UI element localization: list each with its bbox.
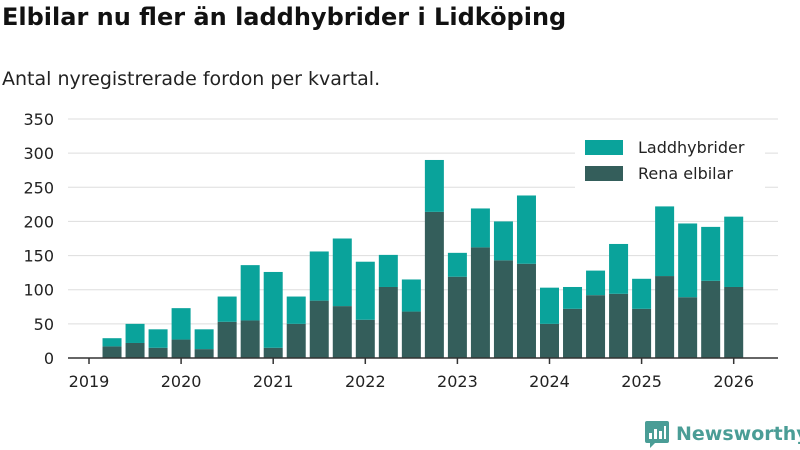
bar-laddhybrider <box>217 296 237 322</box>
bar-rena-elbilar <box>724 286 744 358</box>
bar-laddhybrider <box>263 271 283 348</box>
x-axis-tick-labels: 2019 2020 2021 2022 2023 2024 2025 2026 <box>69 372 754 391</box>
x-tick-label: 2024 <box>529 372 570 391</box>
bar-laddhybrider <box>286 296 306 324</box>
bar-rena-elbilar <box>102 346 122 358</box>
bar-rena-elbilar <box>332 306 352 358</box>
bar-laddhybrider <box>609 243 629 294</box>
bar-rena-elbilar <box>678 297 698 358</box>
x-tick-label: 2020 <box>161 372 202 391</box>
bar-rena-elbilar <box>378 286 398 358</box>
bar-rena-elbilar <box>470 247 490 358</box>
bar-laddhybrider <box>586 270 606 296</box>
brand-name: Newsworthy <box>676 423 800 445</box>
bar-laddhybrider <box>125 323 145 343</box>
bar-laddhybrider <box>194 329 214 350</box>
y-tick-label: 150 <box>23 247 54 266</box>
bar-laddhybrider <box>493 221 513 261</box>
bar-rena-elbilar <box>586 295 606 358</box>
bar-laddhybrider <box>148 329 168 348</box>
bar-rena-elbilar <box>217 321 237 358</box>
y-tick-label: 100 <box>23 281 54 300</box>
bar-laddhybrider <box>678 223 698 298</box>
bar-rena-elbilar <box>493 260 513 358</box>
bar-rena-elbilar <box>424 211 444 358</box>
bar-laddhybrider <box>240 265 260 321</box>
x-tick-label: 2019 <box>69 372 110 391</box>
bar-rena-elbilar <box>240 320 260 358</box>
bar-rena-elbilar <box>401 311 421 358</box>
bar-laddhybrider <box>470 208 490 248</box>
bar-rena-elbilar <box>563 308 583 358</box>
x-tick-label: 2021 <box>253 372 294 391</box>
bar-rena-elbilar <box>263 347 283 358</box>
legend-label: Rena elbilar <box>638 164 733 183</box>
bar-laddhybrider <box>632 278 652 309</box>
x-tick-label: 2023 <box>437 372 478 391</box>
chart-subtitle: Antal nyregistrerade fordon per kvartal. <box>2 68 381 90</box>
bar-laddhybrider <box>171 308 191 340</box>
bar-rena-elbilar <box>609 293 629 358</box>
bar-rena-elbilar <box>125 342 145 358</box>
bar-laddhybrider <box>102 338 122 347</box>
bar-rena-elbilar <box>148 347 168 358</box>
bar-laddhybrider <box>332 238 352 307</box>
bar-laddhybrider <box>355 261 375 320</box>
bar-laddhybrider <box>701 226 721 281</box>
bar-laddhybrider <box>401 279 421 312</box>
bar-laddhybrider <box>424 159 444 212</box>
bar-rena-elbilar <box>355 319 375 358</box>
bar-rena-elbilar <box>632 308 652 358</box>
legend: Laddhybrider Rena elbilar <box>575 132 765 190</box>
y-tick-label: 300 <box>23 144 54 163</box>
x-tick-label: 2025 <box>621 372 662 391</box>
x-tick-label: 2026 <box>713 372 754 391</box>
bar-rena-elbilar <box>655 276 675 358</box>
legend-swatch <box>585 140 623 155</box>
bar-rena-elbilar <box>286 323 306 358</box>
y-tick-label: 350 <box>23 110 54 129</box>
bar-rena-elbilar <box>194 349 214 358</box>
bar-laddhybrider <box>309 251 329 301</box>
bar-rena-elbilar <box>309 300 329 358</box>
bar-rena-elbilar <box>540 323 559 358</box>
bars <box>102 159 744 358</box>
legend-label: Laddhybrider <box>638 138 745 157</box>
x-axis <box>68 357 778 364</box>
bar-laddhybrider <box>516 195 536 264</box>
bar-rena-elbilar <box>701 280 721 358</box>
newsworthy-logo-icon <box>645 421 669 448</box>
legend-swatch <box>585 166 623 181</box>
y-tick-label: 200 <box>23 212 54 231</box>
y-tick-label: 250 <box>23 178 54 197</box>
brand-logo: Newsworthy <box>644 419 800 449</box>
y-tick-label: 50 <box>34 315 54 334</box>
bar-laddhybrider <box>447 252 467 277</box>
bar-laddhybrider <box>724 216 744 287</box>
chart-title: Elbilar nu fler än laddhybrider i Lidköp… <box>2 3 567 31</box>
bar-rena-elbilar <box>516 263 536 358</box>
bar-laddhybrider <box>378 254 398 287</box>
bar-rena-elbilar <box>171 339 191 358</box>
bar-laddhybrider <box>655 206 675 277</box>
bar-rena-elbilar <box>447 276 467 358</box>
y-axis-tick-labels: 0 50 100 150 200 250 300 350 <box>23 110 54 368</box>
x-tick-label: 2022 <box>345 372 386 391</box>
y-tick-label: 0 <box>44 349 54 368</box>
bar-laddhybrider <box>563 286 583 309</box>
bar-laddhybrider <box>540 287 559 324</box>
